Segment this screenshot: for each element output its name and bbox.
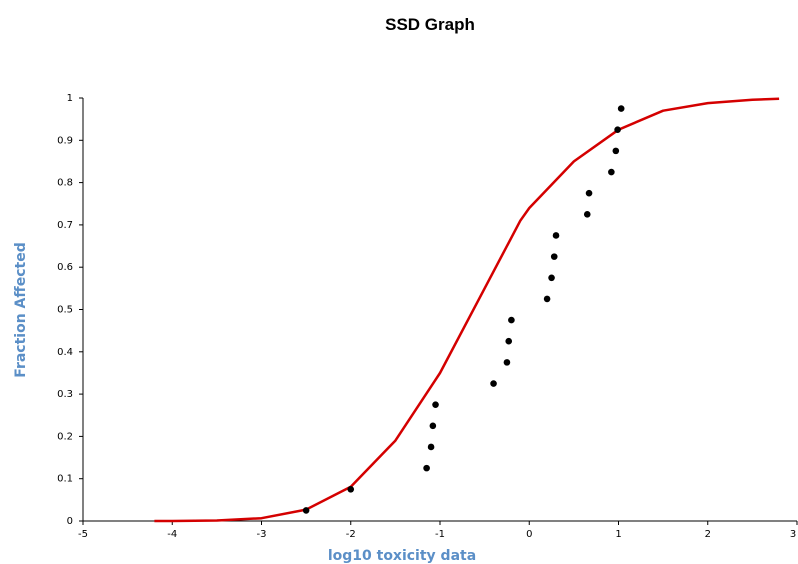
data-point [302, 507, 310, 514]
x-tick-label: -1 [435, 529, 445, 540]
data-point [503, 359, 511, 366]
x-tick-label: -2 [346, 529, 356, 540]
data-point [612, 147, 620, 155]
data-point [614, 126, 621, 134]
x-tick-label: -3 [257, 529, 267, 540]
y-tick-label: 0.1 [57, 474, 73, 485]
y-tick-label: 0.9 [57, 135, 73, 146]
y-tick-label: 0.6 [57, 262, 73, 273]
curve-group [154, 97, 780, 523]
data-point [490, 380, 497, 387]
data-point [552, 232, 560, 239]
data-point [432, 401, 439, 408]
data-point [423, 464, 430, 472]
y-tick-label: 0.7 [57, 220, 73, 231]
data-point [505, 337, 513, 345]
y-tick-label: 0 [67, 516, 73, 527]
data-point [548, 274, 555, 282]
y-tick-label: 0.2 [57, 431, 73, 442]
points-group [302, 105, 625, 514]
data-point [508, 316, 515, 324]
fitted-curve-line [154, 97, 780, 523]
data-point [427, 443, 435, 451]
x-tick-label: 1 [615, 529, 621, 540]
x-tick-label: -5 [78, 529, 88, 540]
chart-title: SSD Graph [385, 15, 475, 34]
data-point [550, 253, 558, 260]
y-tick-label: 0.8 [57, 178, 73, 189]
data-point [617, 105, 625, 112]
x-tick-label: 3 [790, 529, 796, 540]
x-axis-label: log10 toxicity data [328, 548, 476, 564]
y-axis-label-group: Fraction Affected [13, 242, 29, 377]
x-tick-label: 2 [705, 529, 711, 540]
data-point [543, 295, 551, 303]
y-tick-label: 0.4 [57, 347, 73, 358]
data-point [347, 485, 355, 493]
y-tick-label: 1 [67, 93, 73, 104]
data-point [608, 168, 615, 176]
x-tick-label: -4 [167, 529, 177, 540]
y-axis-label: Fraction Affected [13, 242, 29, 377]
data-point [429, 422, 437, 430]
ticks-group: 0 0.1 0.2 0.3 0.4 0.5 0.6 0.7 0.8 0.9 1 -5 -4 -3 -2 -1 0… [57, 93, 798, 540]
data-point [585, 189, 593, 197]
y-tick-label: 0.5 [57, 305, 73, 316]
x-tick-label: 0 [526, 529, 532, 540]
y-tick-label: 0.3 [57, 389, 73, 400]
data-point [583, 211, 591, 218]
